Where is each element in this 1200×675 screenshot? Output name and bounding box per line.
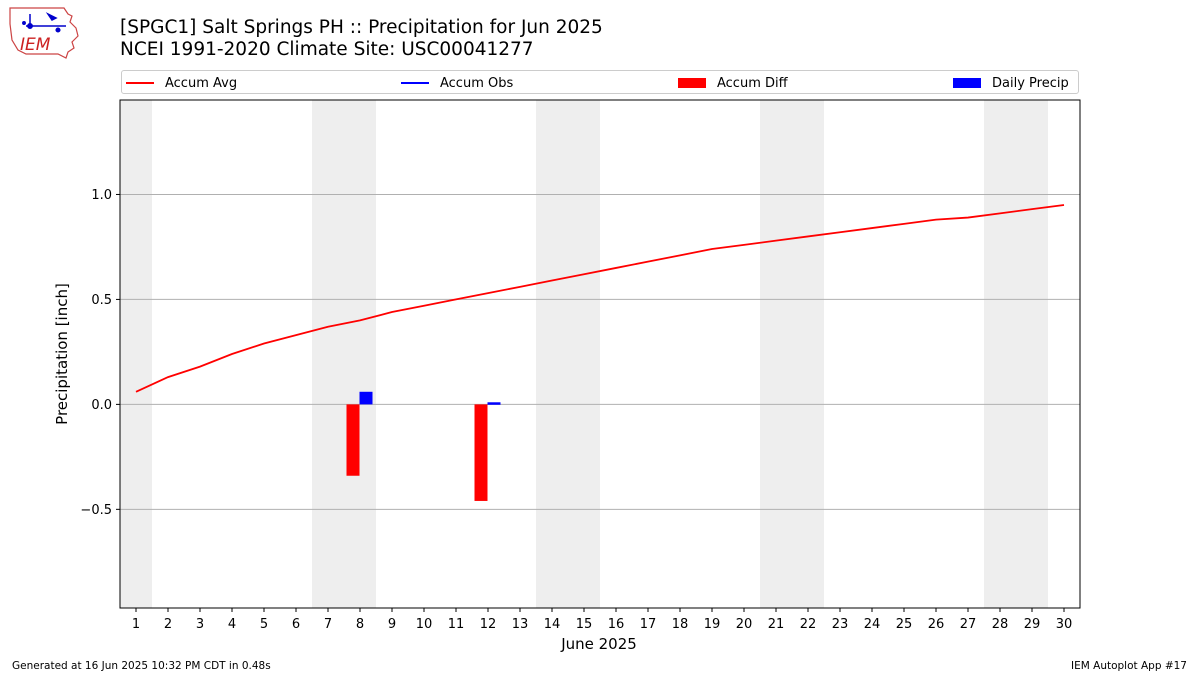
bar-accum-diff-day-12: [474, 404, 488, 501]
title-line-2: NCEI 1991-2020 Climate Site: USC00041277: [120, 39, 534, 60]
logo-text: IEM: [20, 35, 51, 55]
chart-title: [SPGC1] Salt Springs PH :: Precipitation…: [120, 17, 603, 61]
weather-station-icon: [22, 12, 66, 33]
x-tick-label-2: 2: [164, 617, 172, 632]
weekend-band-2: [536, 100, 600, 608]
legend-item-accum-diff: Accum Diff: [678, 74, 788, 92]
iem-logo: IEM: [9, 7, 79, 59]
x-tick-label-4: 4: [228, 617, 236, 632]
x-tick-label-10: 10: [416, 617, 433, 632]
title-line-1: [SPGC1] Salt Springs PH :: Precipitation…: [120, 17, 603, 38]
legend-item-accum-avg: Accum Avg: [126, 74, 237, 92]
legend: Accum Avg Accum Obs Accum Diff Daily Pre…: [121, 70, 1079, 94]
legend-label-accum-avg: Accum Avg: [165, 75, 238, 91]
x-tick-label-7: 7: [324, 617, 332, 632]
x-tick-label-14: 14: [544, 617, 561, 632]
x-tick-label-18: 18: [672, 617, 689, 632]
x-tick-label-17: 17: [640, 617, 657, 632]
x-tick-label-28: 28: [992, 617, 1009, 632]
y-tick-label-2: 0.5: [91, 293, 112, 308]
x-tick-label-15: 15: [576, 617, 593, 632]
plot-frame: [119, 99, 1081, 609]
x-tick-label-23: 23: [832, 617, 849, 632]
y-axis-label: Precipitation [inch]: [53, 283, 71, 425]
y-tick-label-0: −0.5: [80, 503, 112, 518]
legend-swatch-accum-obs: [401, 82, 429, 84]
x-tick-label-30: 30: [1056, 617, 1073, 632]
legend-item-daily-precip: Daily Precip: [953, 74, 1069, 92]
x-tick-label-16: 16: [608, 617, 625, 632]
x-tick-label-27: 27: [960, 617, 977, 632]
legend-label-accum-diff: Accum Diff: [717, 75, 788, 91]
x-axis-label: June 2025: [560, 635, 637, 653]
legend-swatch-accum-avg: [126, 82, 154, 84]
line-accum-avg: [135, 204, 1065, 393]
legend-label-daily-precip: Daily Precip: [992, 75, 1069, 91]
bar-daily-precip-day-12: [487, 402, 501, 405]
x-tick-label-19: 19: [704, 617, 721, 632]
x-tick-label-11: 11: [448, 617, 465, 632]
legend-label-accum-obs: Accum Obs: [440, 75, 514, 91]
x-tick-label-5: 5: [260, 617, 268, 632]
weekend-band-0: [120, 100, 152, 608]
x-tick-label-26: 26: [928, 617, 945, 632]
weekend-band-3: [760, 100, 824, 608]
x-tick-label-29: 29: [1024, 617, 1041, 632]
x-tick-label-21: 21: [768, 617, 785, 632]
x-tick-label-24: 24: [864, 617, 881, 632]
x-tick-label-8: 8: [356, 617, 364, 632]
bar-daily-precip-day-8: [359, 391, 373, 405]
x-tick-label-12: 12: [480, 617, 497, 632]
x-tick-label-1: 1: [132, 617, 140, 632]
weekend-band-4: [984, 100, 1048, 608]
x-tick-label-6: 6: [292, 617, 300, 632]
y-tick-label-3: 1.0: [91, 188, 112, 203]
bar-accum-diff-day-8: [346, 404, 360, 476]
footer-app-id: IEM Autoplot App #17: [1071, 660, 1187, 672]
x-tick-label-9: 9: [388, 617, 396, 632]
x-tick-label-3: 3: [196, 617, 204, 632]
x-tick-label-22: 22: [800, 617, 817, 632]
legend-item-accum-obs: Accum Obs: [401, 74, 513, 92]
y-tick-label-1: 0.0: [91, 398, 112, 413]
x-tick-label-20: 20: [736, 617, 753, 632]
x-tick-label-13: 13: [512, 617, 529, 632]
weekend-band-1: [312, 100, 376, 608]
legend-swatch-daily-precip: [953, 78, 981, 88]
legend-swatch-accum-diff: [678, 78, 706, 88]
footer-generated: Generated at 16 Jun 2025 10:32 PM CDT in…: [12, 660, 271, 672]
x-tick-label-25: 25: [896, 617, 913, 632]
